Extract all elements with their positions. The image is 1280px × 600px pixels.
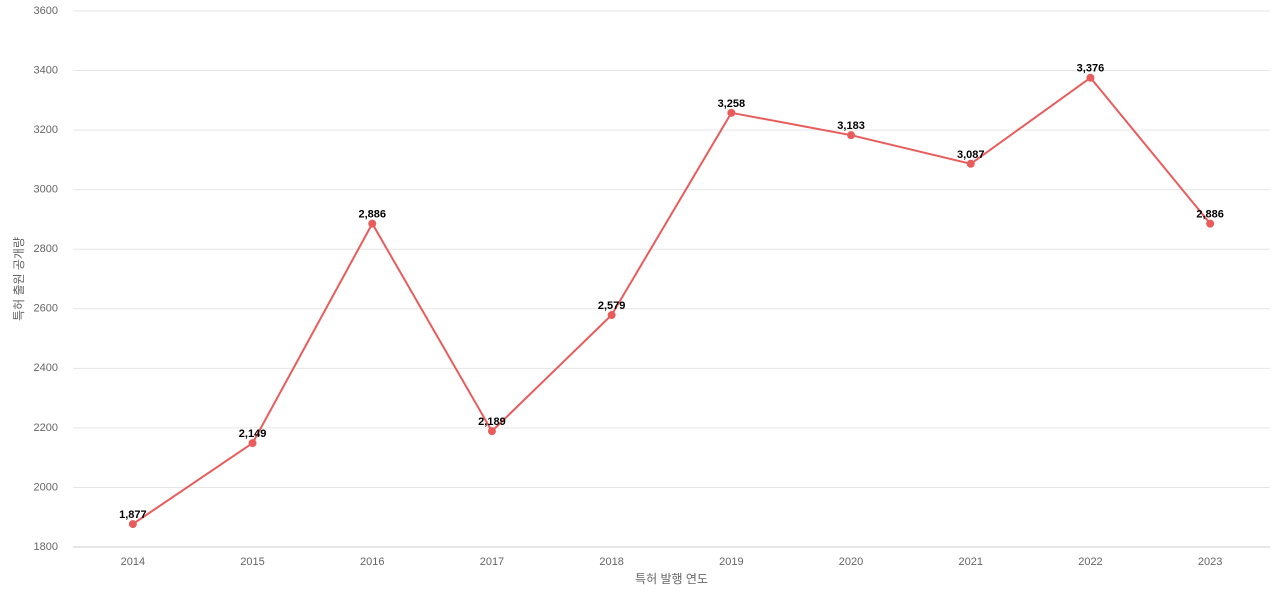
data-label: 2,149 bbox=[239, 428, 267, 440]
data-point[interactable] bbox=[1086, 73, 1095, 82]
x-tick-label: 2015 bbox=[240, 556, 264, 568]
y-axis-title: 특허 출원 공개량 bbox=[12, 237, 26, 321]
data-label: 2,189 bbox=[478, 416, 506, 428]
x-tick-label: 2017 bbox=[480, 556, 504, 568]
data-point[interactable] bbox=[248, 439, 257, 448]
gridlines bbox=[73, 10, 1270, 548]
x-tick-label: 2014 bbox=[121, 556, 145, 568]
x-tick-label: 2021 bbox=[959, 556, 983, 568]
y-tick-label: 2600 bbox=[34, 303, 58, 315]
x-tick-label: 2023 bbox=[1198, 556, 1222, 568]
x-axis-ticks: 2014 2015 2016 2017 2018 2019 2020 2021 2022 2023 bbox=[121, 556, 1223, 568]
data-point[interactable] bbox=[487, 427, 496, 436]
y-tick-label: 2800 bbox=[34, 243, 58, 255]
series-line bbox=[132, 76, 1211, 525]
data-label: 3,087 bbox=[957, 149, 985, 161]
y-tick-label: 3000 bbox=[34, 184, 58, 196]
x-tick-label: 2019 bbox=[719, 556, 743, 568]
y-tick-label: 1800 bbox=[34, 541, 58, 553]
x-tick-label: 2016 bbox=[360, 556, 384, 568]
x-tick-label: 2022 bbox=[1078, 556, 1102, 568]
data-point[interactable] bbox=[128, 520, 137, 529]
data-point[interactable] bbox=[607, 311, 616, 320]
data-point[interactable] bbox=[1206, 219, 1215, 228]
x-tick-label: 2018 bbox=[599, 556, 623, 568]
y-tick-label: 3400 bbox=[34, 64, 58, 76]
y-tick-label: 2200 bbox=[34, 422, 58, 434]
data-label: 3,258 bbox=[718, 98, 746, 110]
y-tick-label: 2000 bbox=[34, 481, 58, 493]
y-axis-ticks: 1800 2000 2200 2400 2600 2800 3000 3200 3400 3600 bbox=[34, 5, 58, 553]
data-label: 1,877 bbox=[119, 509, 147, 521]
x-tick-label: 2020 bbox=[839, 556, 863, 568]
data-point[interactable] bbox=[368, 219, 377, 228]
y-tick-label: 3600 bbox=[34, 5, 58, 17]
x-axis-title: 특허 발행 연도 bbox=[635, 571, 708, 586]
data-label: 3,183 bbox=[837, 120, 865, 132]
data-label: 2,579 bbox=[598, 300, 626, 312]
data-point[interactable] bbox=[847, 131, 856, 140]
y-tick-label: 2400 bbox=[34, 362, 58, 374]
data-label: 3,376 bbox=[1077, 63, 1105, 75]
data-label: 2,886 bbox=[358, 209, 386, 221]
y-tick-label: 3200 bbox=[34, 124, 58, 136]
data-point[interactable] bbox=[966, 159, 975, 168]
data-label: 2,886 bbox=[1196, 209, 1224, 221]
data-point[interactable] bbox=[727, 108, 736, 117]
series-layer: 1,877 2,149 2,886 2,189 2,579 3,258 3,183 3,087… bbox=[119, 63, 1224, 529]
